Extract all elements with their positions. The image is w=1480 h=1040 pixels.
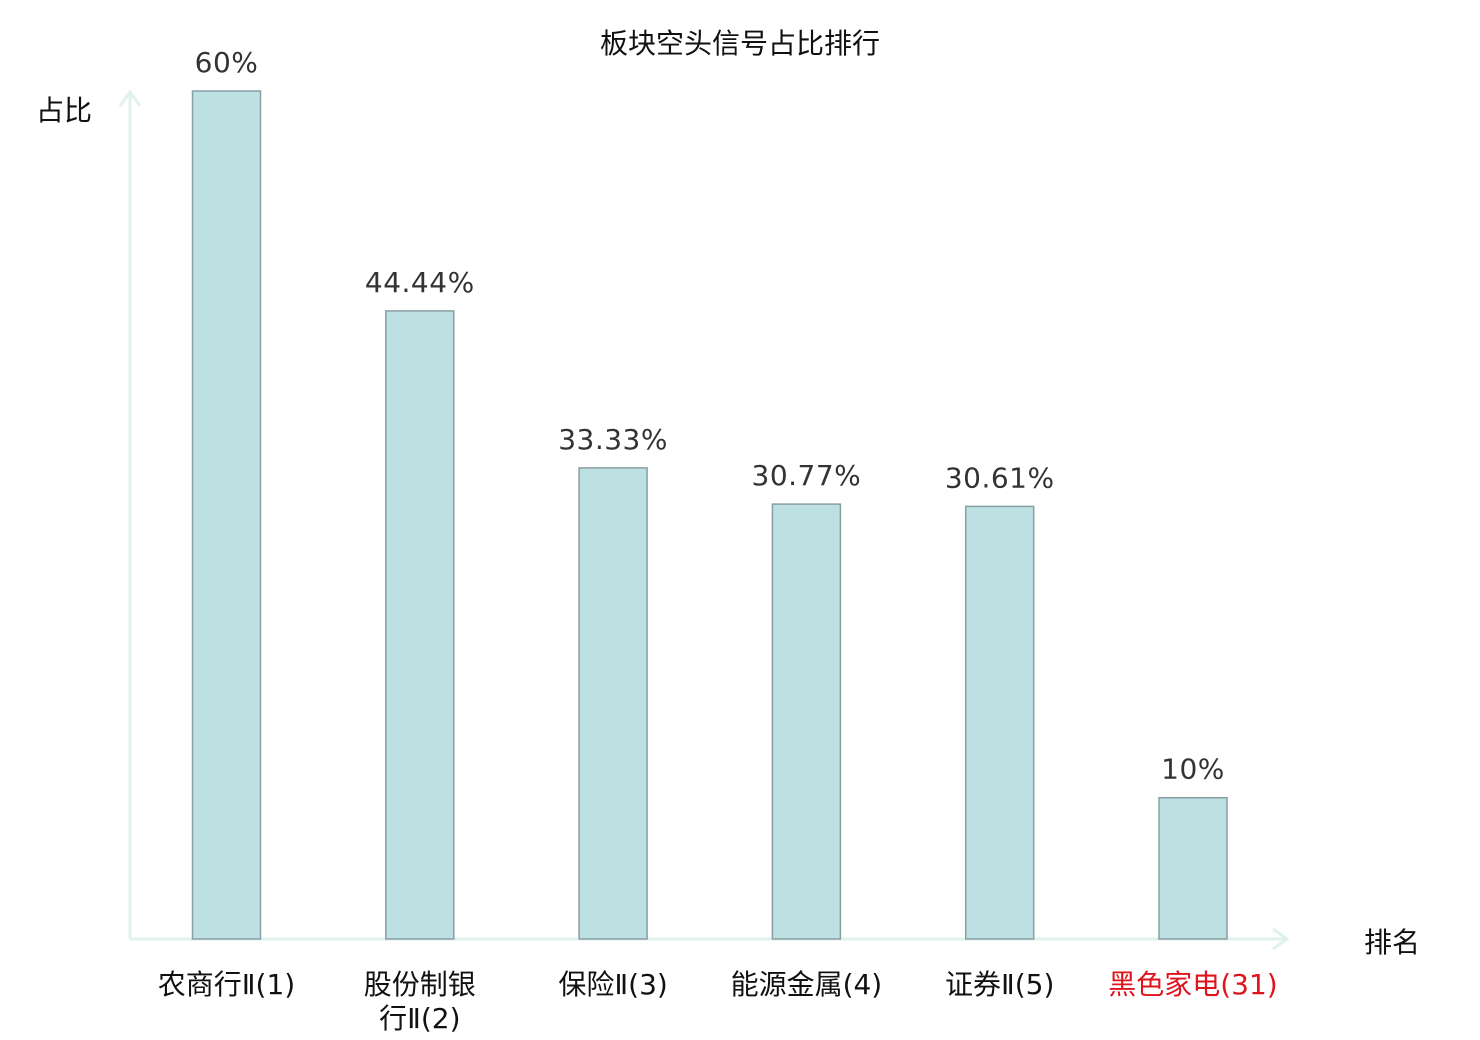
x-axis — [130, 927, 1290, 951]
category-label: 行Ⅱ(2) — [379, 1002, 460, 1035]
value-label: 44.44% — [365, 266, 475, 299]
y-axis — [118, 89, 142, 939]
category-label: 黑色家电(31) — [1108, 968, 1277, 1001]
bar — [964, 505, 1035, 940]
bar-series — [191, 90, 1228, 940]
bar — [191, 90, 262, 940]
category-label: 股份制银 — [364, 968, 476, 1001]
bar — [771, 503, 842, 940]
bar — [578, 467, 648, 940]
chart-title: 板块空头信号占比排行 — [600, 27, 880, 60]
category-label: 农商行Ⅱ(1) — [158, 968, 295, 1001]
value-labels: 60% 44.44% 33.33% 30.77% 30.61% 10% — [195, 46, 1225, 786]
category-label: 保险Ⅱ(3) — [558, 968, 667, 1001]
y-axis-label: 占比 — [36, 94, 92, 127]
value-label: 30.61% — [945, 461, 1055, 494]
category-label: 能源金属(4) — [731, 968, 883, 1001]
bar — [385, 310, 455, 940]
x-axis-label: 排名 — [1364, 926, 1420, 959]
value-label: 60% — [195, 46, 259, 79]
value-label: 10% — [1161, 753, 1225, 786]
value-label: 30.77% — [752, 459, 862, 492]
category-label: 证券Ⅱ(5) — [945, 968, 1054, 1001]
value-label: 33.33% — [558, 423, 668, 456]
bar — [1158, 796, 1228, 940]
